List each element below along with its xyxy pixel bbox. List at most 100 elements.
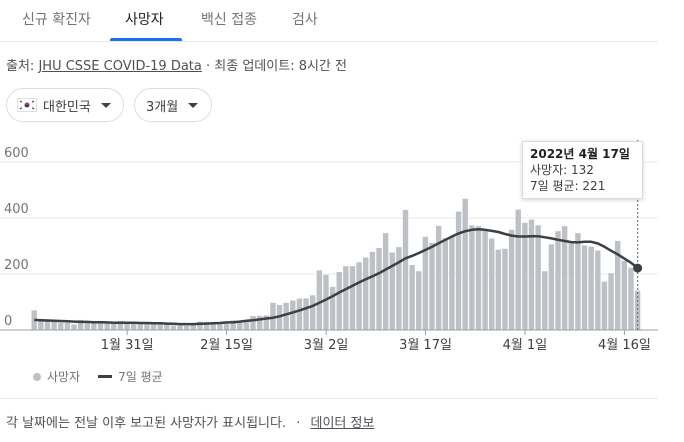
deaths-bar: [309, 295, 316, 330]
deaths-bar: [111, 322, 117, 330]
deaths-bar: [508, 229, 515, 330]
deaths-bar: [58, 322, 64, 330]
deaths-bar: [462, 198, 468, 330]
deaths-bar: [435, 225, 442, 330]
deaths-bar: [489, 238, 495, 330]
deaths-bar: [237, 322, 243, 330]
deaths-bar: [409, 265, 415, 330]
tab-vaccinations[interactable]: 백신 접종: [201, 12, 257, 28]
south-korea-flag-icon: [17, 98, 37, 112]
deaths-bar: [469, 225, 475, 330]
source-line: 출처: JHU CSSE COVID-19 Data · 최종 업데이트: 8시…: [6, 55, 347, 74]
deaths-bar: [124, 322, 130, 330]
x-tick-label: 1월 31일: [101, 338, 154, 353]
deaths-bar: [634, 290, 641, 330]
deaths-bar: [323, 274, 329, 330]
deaths-bar: [137, 322, 144, 330]
deaths-bar: [296, 298, 303, 330]
deaths-bar: [51, 320, 57, 330]
deaths-bar: [210, 322, 216, 330]
y-axis-ticks: 0 200 400 600: [4, 146, 29, 329]
deaths-bar: [77, 319, 84, 330]
deaths-bar: [581, 245, 588, 330]
deaths-bar: [223, 322, 230, 330]
footer-note: 각 날짜에는 전날 이후 보고된 사망자가 표시됩니다. · 데이터 정보: [6, 412, 374, 431]
deaths-bars: [31, 198, 641, 330]
deaths-bar: [389, 252, 395, 330]
country-dropdown[interactable]: 대한민국: [6, 88, 124, 122]
chevron-down-icon: [188, 102, 199, 108]
y-tick-label: 600: [4, 146, 29, 161]
deaths-bar: [91, 322, 97, 330]
deaths-bar: [555, 231, 561, 330]
deaths-bar: [230, 320, 236, 330]
source-separator: ·: [206, 59, 211, 74]
deaths-bar: [303, 298, 309, 330]
legend-bars-label: 사망자: [47, 370, 81, 384]
footer-separator: ·: [296, 416, 301, 431]
tab-new-cases[interactable]: 신규 확진자: [22, 12, 91, 28]
deaths-bar: [542, 271, 548, 330]
deaths-bar: [117, 321, 124, 330]
average-line: [34, 227, 639, 326]
deaths-bar: [416, 271, 422, 330]
deaths-bar: [528, 219, 535, 330]
deaths-bar: [363, 257, 369, 330]
deaths-bar: [270, 302, 276, 330]
period-dropdown[interactable]: 3개월: [134, 88, 212, 122]
deaths-bar: [130, 322, 137, 330]
data-info-link[interactable]: 데이터 정보: [310, 416, 375, 431]
deaths-bar: [475, 226, 482, 330]
deaths-chart[interactable]: 0 200 400 600 1월 31일 2월 15일 3월 2일 3월 17일 4월 1일 4…: [0, 140, 658, 360]
period-label: 3개월: [146, 99, 179, 115]
deaths-bar: [561, 226, 568, 330]
chart-tooltip: 2022년 4월 17일 사망자: 132 7일 평균: 221: [522, 141, 643, 199]
deaths-bar: [184, 325, 190, 330]
average-endpoint-marker: [633, 263, 643, 273]
legend-line-label: 7일 평균: [118, 370, 163, 384]
tooltip-deaths: 사망자: 132: [530, 163, 594, 177]
deaths-bar: [402, 209, 409, 330]
deaths-bar: [263, 315, 269, 330]
deaths-bar: [164, 324, 170, 330]
deaths-bar: [290, 300, 296, 330]
source-prefix: 출처:: [6, 59, 35, 74]
tab-deaths[interactable]: 사망자: [125, 12, 164, 28]
deaths-bar: [31, 310, 37, 330]
deaths-bar: [38, 318, 44, 330]
x-tick-label: 3월 17일: [399, 338, 452, 353]
deaths-bar: [628, 267, 634, 330]
y-tick-label: 200: [4, 258, 29, 273]
deaths-bar: [356, 262, 362, 330]
tooltip-date: 2022년 4월 17일: [530, 147, 630, 161]
deaths-bar: [608, 273, 614, 330]
deaths-bar: [144, 323, 150, 330]
deaths-bar: [548, 244, 555, 330]
deaths-bar: [349, 266, 356, 330]
deaths-bar: [283, 302, 289, 330]
seven-day-average: [34, 227, 643, 326]
tab-tests[interactable]: 검사: [292, 12, 318, 28]
x-axis: 1월 31일 2월 15일 3월 2일 3월 17일 4월 1일 4월 16일: [0, 329, 658, 353]
deaths-bar: [256, 315, 263, 330]
deaths-bar: [455, 211, 462, 330]
x-tick-label: 4월 1일: [503, 338, 548, 353]
deaths-bar: [568, 242, 574, 330]
deaths-bar: [449, 236, 455, 330]
x-tick-label: 4월 16일: [598, 338, 651, 353]
active-tab-indicator: [110, 38, 182, 41]
deaths-bar: [614, 240, 621, 330]
deaths-bar: [535, 225, 541, 330]
deaths-bar: [170, 325, 177, 330]
deaths-bar: [396, 247, 402, 330]
deaths-bar: [382, 233, 389, 330]
last-updated: 최종 업데이트: 8시간 전: [214, 59, 347, 74]
deaths-bar: [343, 266, 349, 330]
source-link[interactable]: JHU CSSE COVID-19 Data: [38, 59, 202, 74]
deaths-bar: [44, 320, 51, 330]
deaths-bar: [601, 281, 608, 330]
deaths-bar: [376, 247, 382, 330]
deaths-bar: [369, 251, 376, 330]
chevron-down-icon: [100, 102, 111, 108]
deaths-bar: [595, 250, 601, 330]
